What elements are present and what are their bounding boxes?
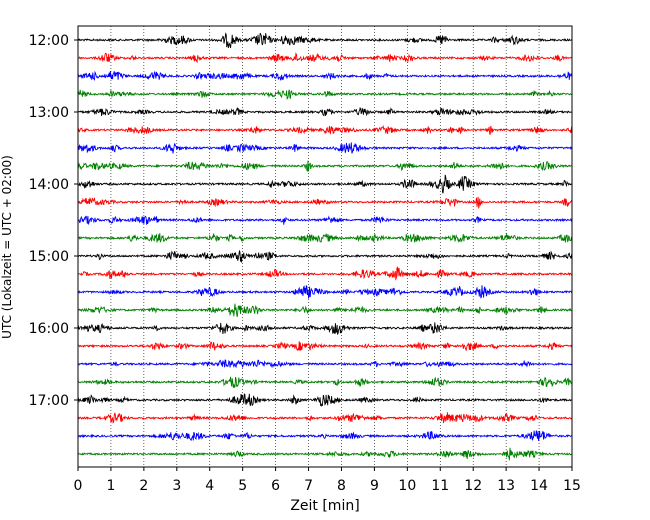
- trace-1600: [77, 322, 573, 335]
- trace-1530: [77, 284, 573, 300]
- trace-1300: [77, 106, 573, 117]
- x-axis-ticks: 0 1 2 3 4 5 6 7 8 9 10 11 12 13 14 15: [74, 467, 581, 494]
- y-tick-label-1700: 17:00: [29, 393, 69, 409]
- x-tick-label-13: 13: [497, 478, 515, 494]
- trace-1230: [77, 70, 573, 81]
- trace-1645: [77, 376, 573, 389]
- trace-1415: [77, 196, 573, 209]
- trace-1245: [77, 89, 573, 100]
- x-tick-label-5: 5: [238, 478, 247, 494]
- x-tick-label-14: 14: [530, 478, 548, 494]
- x-tick-label-6: 6: [271, 478, 280, 494]
- trace-1430: [77, 215, 573, 226]
- x-tick-label-9: 9: [370, 478, 379, 494]
- trace-1745: [77, 447, 573, 461]
- x-tick-label-8: 8: [337, 478, 346, 494]
- x-tick-label-3: 3: [172, 478, 181, 494]
- trace-1700: [77, 393, 573, 407]
- trace-1445: [77, 232, 573, 243]
- y-axis-label: UTC (Lokalzeit = UTC + 02:00): [0, 155, 14, 339]
- x-tick-label-2: 2: [139, 478, 148, 494]
- x-tick-label-0: 0: [74, 478, 83, 494]
- trace-1500: [77, 249, 573, 263]
- trace-1330: [77, 142, 573, 154]
- y-axis-ticks: 12:00 13:00 14:00 15:00 16:00 17:00: [29, 33, 78, 409]
- trace-1630: [77, 359, 573, 369]
- x-axis-label: Zeit [min]: [290, 498, 359, 514]
- x-tick-label-11: 11: [431, 478, 449, 494]
- y-tick-label-1300: 13:00: [29, 105, 69, 121]
- trace-1715: [77, 412, 573, 424]
- plot-frame: [77, 25, 573, 468]
- x-tick-label-1: 1: [106, 478, 115, 494]
- trace-1615: [77, 341, 573, 352]
- trace-1730: [77, 430, 573, 442]
- y-tick-label-1400: 14:00: [29, 177, 69, 193]
- trace-1545: [77, 303, 573, 317]
- trace-1315: [77, 124, 573, 135]
- y-tick-label-1200: 12:00: [29, 33, 69, 49]
- seismic-traces: [77, 32, 573, 461]
- x-tick-label-12: 12: [464, 478, 482, 494]
- y-tick-label-1500: 15:00: [29, 249, 69, 265]
- trace-1200: [77, 32, 573, 49]
- x-tick-label-10: 10: [398, 478, 416, 494]
- x-tick-label-15: 15: [563, 478, 581, 494]
- trace-1345: [77, 160, 573, 173]
- trace-1215: [77, 52, 573, 64]
- trace-1515: [77, 266, 573, 281]
- x-tick-label-7: 7: [304, 478, 313, 494]
- x-tick-label-4: 4: [205, 478, 214, 494]
- trace-1400: [77, 174, 573, 194]
- y-tick-label-1600: 16:00: [29, 321, 69, 337]
